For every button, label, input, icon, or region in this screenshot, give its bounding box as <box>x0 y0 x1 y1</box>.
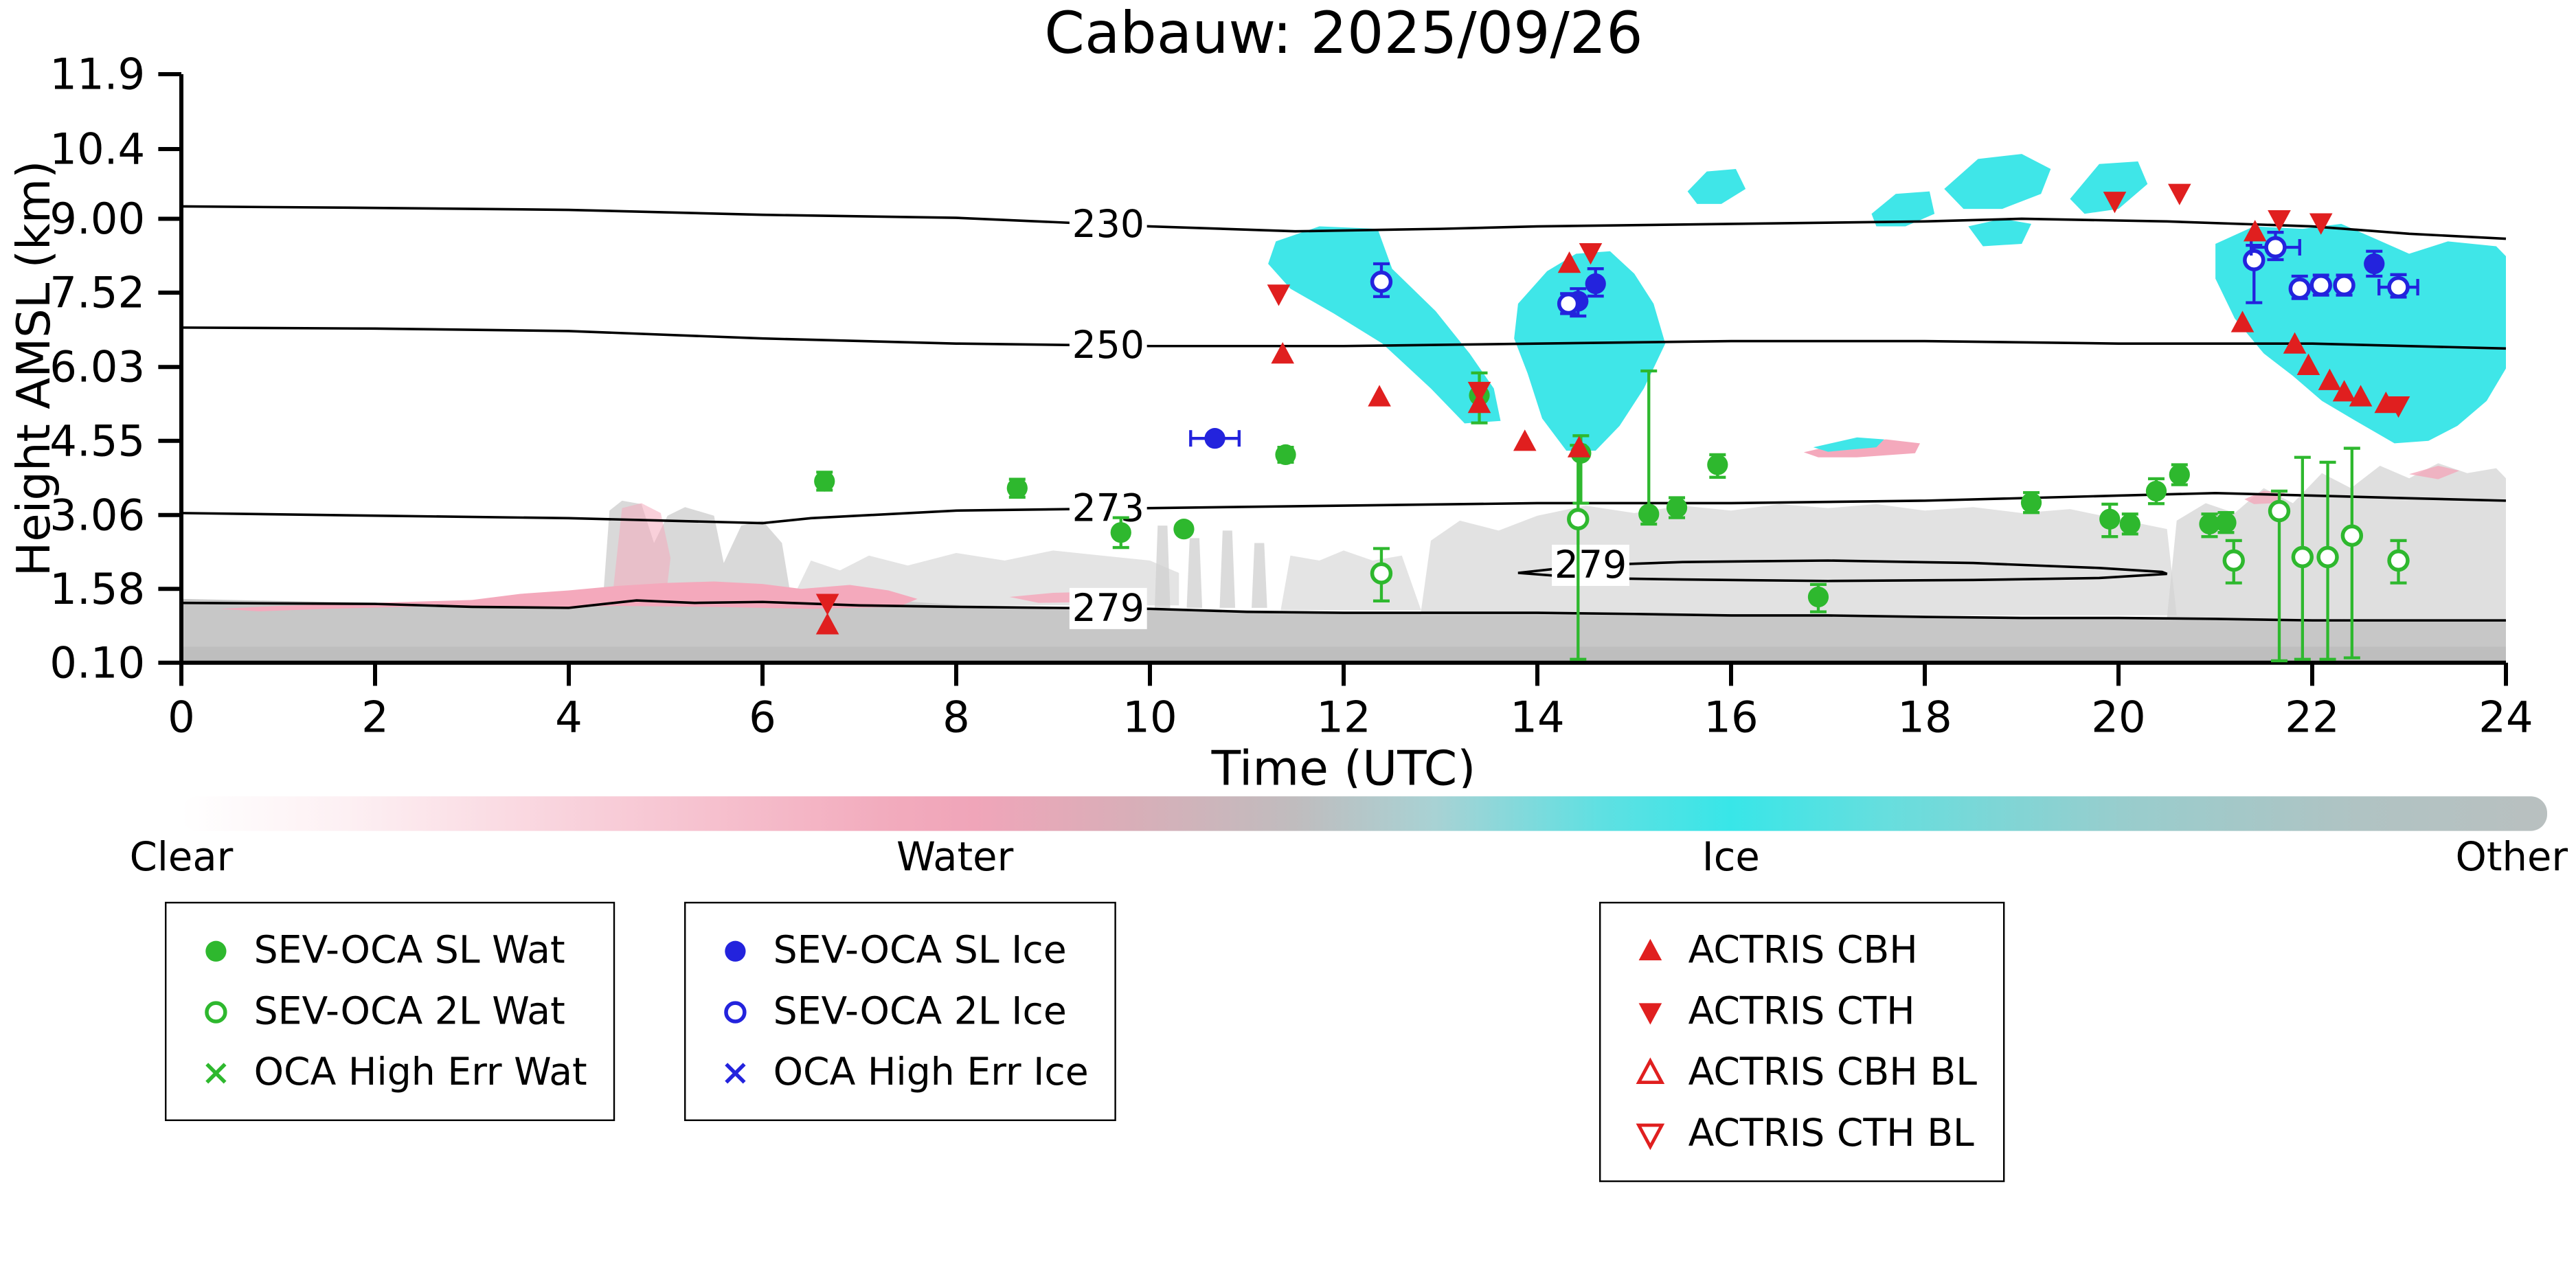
contour-label: 250 <box>1072 324 1144 368</box>
colorbar-label-ice: Ice <box>1702 834 1760 881</box>
legend-item-label: SEV-OCA 2L Wat <box>253 990 565 1033</box>
data-points <box>814 183 2419 663</box>
legend-item-label: ACTRIS CTH <box>1688 990 1915 1033</box>
y-tick-label: 0.10 <box>49 637 145 688</box>
legend-actris: ACTRIS CBH ACTRIS CTH ACTRIS CBH BL ACTRIS … <box>1599 901 2005 1182</box>
y-tick-label: 10.4 <box>49 124 145 174</box>
circle-filled-icon <box>725 940 746 961</box>
y-tick-label: 1.58 <box>49 564 145 614</box>
x-tick-label: 14 <box>1510 692 1564 743</box>
x-tick-label: 4 <box>555 692 583 743</box>
contour-label: 230 <box>1072 203 1144 247</box>
colorbar-label-clear: Clear <box>129 834 234 881</box>
x-tick-label: 24 <box>2478 692 2533 743</box>
x-icon <box>205 1062 227 1083</box>
legend-item-sev-oca-2l-ice: SEV-OCA 2L Ice <box>712 981 1089 1042</box>
legend-item-oca-high-err-wat: OCA High Err Wat <box>193 1042 587 1103</box>
x-tick-label: 8 <box>942 692 970 743</box>
y-tick-label: 9.00 <box>49 194 145 244</box>
legend-item-actris-cbh-bl: ACTRIS CBH BL <box>1627 1042 1977 1103</box>
y-tick-label: 11.9 <box>49 49 145 100</box>
legend-item-actris-cth: ACTRIS CTH <box>1627 981 1977 1042</box>
y-tick-label: 4.55 <box>49 416 145 466</box>
temperature-contours: 230 250 273 279 279 <box>181 203 2507 631</box>
legend-item-sev-oca-sl-ice: SEV-OCA SL Ice <box>712 920 1089 981</box>
time-height-plot: 230 250 273 279 279 0.10 1.58 3.06 4.55 6.03 7.52 9… <box>7 49 2533 797</box>
circle-open-icon <box>205 1000 227 1023</box>
legend-item-oca-high-err-ice: OCA High Err Ice <box>712 1042 1089 1103</box>
triangle-down-open-icon <box>1636 1122 1665 1150</box>
x-tick-label: 6 <box>749 692 776 743</box>
y-tick-label: 6.03 <box>49 342 145 392</box>
triangle-up-filled-icon <box>1638 938 1662 960</box>
x-tick-label: 2 <box>361 692 389 743</box>
colorbar <box>181 796 2548 831</box>
colorbar-label-water: Water <box>896 834 1014 881</box>
legend-item-label: ACTRIS CBH <box>1688 929 1918 972</box>
legend-item-label: ACTRIS CTH BL <box>1688 1111 1974 1155</box>
chart-title: Cabauw: 2025/09/26 <box>1044 1 1643 68</box>
legend-item-sev-oca-2l-wat: SEV-OCA 2L Wat <box>193 981 587 1042</box>
x-tick-label: 16 <box>1704 692 1758 743</box>
legend-item-label: OCA High Err Wat <box>253 1051 587 1094</box>
contour-label: 273 <box>1072 486 1144 530</box>
y-tick-label: 7.52 <box>49 268 145 318</box>
legend-item-label: SEV-OCA SL Ice <box>773 929 1067 972</box>
axes <box>158 72 2509 686</box>
x-tick-label: 20 <box>2091 692 2145 743</box>
contour-label: 279 <box>1555 543 1627 587</box>
x-tick-label: 18 <box>1897 692 1952 743</box>
legend-item-label: ACTRIS CBH BL <box>1688 1051 1977 1094</box>
legend-item-label: SEV-OCA 2L Ice <box>773 990 1067 1033</box>
legend-item-sev-oca-sl-wat: SEV-OCA SL Wat <box>193 920 587 981</box>
legend-item-label: SEV-OCA SL Wat <box>253 929 565 972</box>
legend-ice: SEV-OCA SL Ice SEV-OCA 2L Ice OCA High Err… <box>684 901 1117 1122</box>
legend-item-actris-cth-bl: ACTRIS CTH BL <box>1627 1103 1977 1164</box>
colorbar-label-other: Other <box>2455 834 2568 881</box>
y-axis-label: Height AMSL (km) <box>7 161 60 577</box>
plot-canvas: 230 250 273 279 279 0.10 1.58 3.06 4.55 6.03 7.52 9… <box>7 49 2533 797</box>
circle-filled-icon <box>205 940 227 961</box>
legend-item-label: OCA High Err Ice <box>773 1051 1089 1094</box>
x-tick-label: 10 <box>1122 692 1177 743</box>
x-icon <box>725 1062 746 1083</box>
colorbar-labels: Clear Water Ice Other <box>130 834 2568 883</box>
x-tick-label: 22 <box>2285 692 2339 743</box>
contour-label: 279 <box>1072 587 1144 631</box>
legend-item-actris-cbh: ACTRIS CBH <box>1627 920 1977 981</box>
x-tick-label: 0 <box>168 692 195 743</box>
triangle-down-filled-icon <box>1638 1002 1662 1024</box>
legend-water: SEV-OCA SL Wat SEV-OCA 2L Wat OCA High Err… <box>165 901 615 1122</box>
triangle-up-open-icon <box>1636 1057 1665 1083</box>
x-tick-label: 12 <box>1316 692 1370 743</box>
y-tick-label: 3.06 <box>49 490 145 540</box>
x-axis-label: Time (UTC) <box>1211 741 1476 788</box>
circle-open-icon <box>724 1000 747 1023</box>
